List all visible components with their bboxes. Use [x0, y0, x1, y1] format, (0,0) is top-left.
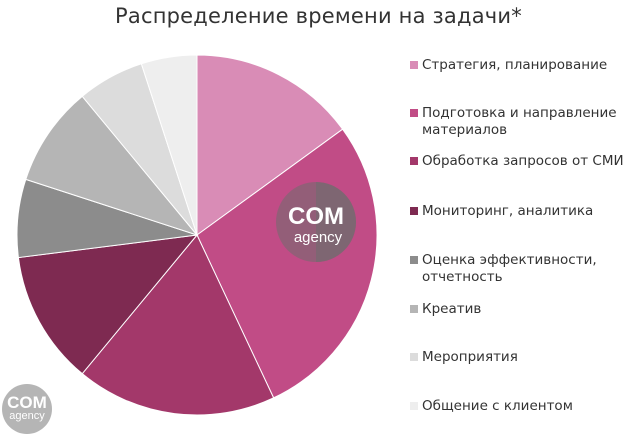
legend-item-3: Обработка запросов от СМИ — [410, 153, 635, 170]
legend-label-3: Обработка запросов от СМИ — [422, 153, 624, 169]
watermark-sub-text: agency — [294, 229, 343, 246]
legend-item-4: Мониторинг, аналитика — [410, 203, 635, 220]
legend: Стратегия, планирование Подготовка и напр… — [410, 0, 635, 442]
chart-title: Распределение времени на задачи* — [115, 4, 522, 28]
legend-swatch-7 — [410, 353, 418, 361]
legend-swatch-1 — [410, 61, 418, 69]
pie-slices — [16, 54, 378, 416]
legend-label-1: Стратегия, планирование — [422, 57, 608, 73]
pie-slice-8 — [140, 54, 198, 236]
legend-item-2: Подготовка и направление материалов — [410, 105, 635, 139]
legend-label-4: Мониторинг, аналитика — [422, 203, 594, 219]
pie-chart: COM agency — [16, 54, 378, 416]
corner-logo: COM agency — [2, 384, 52, 434]
legend-label-7: Мероприятия — [422, 349, 518, 365]
pie-slice-4 — [17, 234, 199, 375]
corner-logo-main-text: COM — [7, 393, 47, 412]
pie-slice-3 — [81, 234, 275, 416]
legend-swatch-5 — [410, 256, 418, 264]
watermark-main-text: COM — [288, 203, 344, 230]
legend-item-8: Общение с клиентом — [410, 398, 635, 415]
legend-item-7: Мероприятия — [410, 349, 635, 366]
pie-slice-1 — [196, 54, 344, 236]
legend-swatch-4 — [410, 207, 418, 215]
pie-slice-6 — [25, 95, 199, 237]
legend-swatch-3 — [410, 157, 418, 165]
legend-item-6: Креатив — [410, 301, 635, 318]
legend-swatch-8 — [410, 402, 418, 410]
legend-swatch-6 — [410, 305, 418, 313]
legend-label-6: Креатив — [422, 301, 482, 317]
legend-item-1: Стратегия, планирование — [410, 57, 635, 74]
legend-label-8: Общение с клиентом — [422, 398, 573, 414]
legend-label-2: Подготовка и направление материалов — [422, 105, 617, 138]
legend-item-5: Оценка эффективности, отчетность — [410, 252, 635, 286]
corner-logo-sub-text: agency — [9, 410, 45, 422]
watermark-logo: COM agency — [276, 182, 356, 262]
legend-swatch-2 — [410, 109, 418, 117]
legend-label-5: Оценка эффективности, отчетность — [422, 252, 597, 285]
